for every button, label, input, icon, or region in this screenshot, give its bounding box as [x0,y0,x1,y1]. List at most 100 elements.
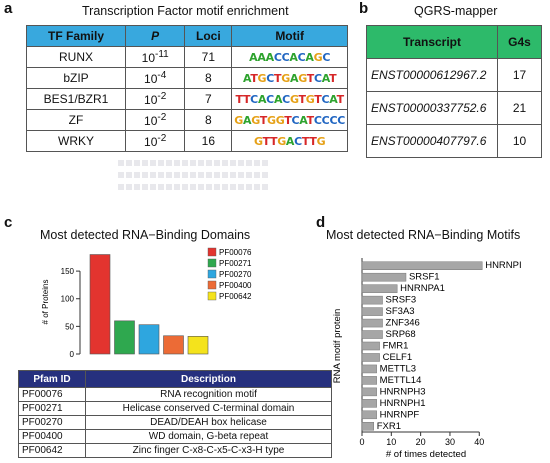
legend-swatch [207,291,217,301]
motif-letter: A [289,51,298,64]
legend-label: PF00271 [219,259,252,268]
motif-letter: G [316,135,326,148]
bar-label: SRSF3 [386,295,417,306]
pfam-description: Zinc finger C-x8-C-x5-C-x3-H type [85,443,332,458]
x-tick-label: 10 [386,437,396,447]
y-axis-label: # of Proteins [41,280,50,325]
motif-letter: G [267,114,276,127]
bar-pf00642 [187,336,209,355]
tf-family: bZIP [25,67,127,89]
legend-swatch [207,258,217,268]
motif-letter: A [273,93,283,106]
motif-letter: G [253,135,263,148]
table-row: ENST00000407797.6 10 [366,124,542,158]
motif-letter: C [294,135,302,148]
loci-count: 7 [184,88,233,110]
tf-family: ZF [25,109,127,131]
motif-letter: C [266,72,275,85]
motif-letter: T [336,93,345,106]
table-row: RUNX 10-11 71 AAACCACAGC [25,46,348,68]
pfam-table: Pfam ID Description PF00076 RNA recogniti… [18,370,332,458]
motif-letter: G [313,51,323,64]
motif-letter: A [257,51,266,64]
motif-logo: GAGTGGTCATCCCC [231,109,348,131]
x-tick-label: 30 [445,437,455,447]
g4-count: 10 [497,124,542,158]
motif-letter: A [242,72,251,85]
header-motif: Motif [231,25,348,47]
x-tick-label: 0 [359,437,364,447]
bar-hnrnpf [361,410,377,420]
g4-count: 17 [497,58,542,92]
loci-count: 8 [184,109,233,131]
bar-srsf1 [361,272,407,282]
bar-label: SF3A3 [386,306,415,317]
motif-letter: G [251,114,260,127]
y-tick-label: 50 [65,322,74,331]
motif-letter: C [250,93,258,106]
motif-letter: G [257,72,267,85]
p-value: 10-2 [125,109,186,131]
bar-sf3a3 [361,307,383,316]
panel-b-title: QGRS-mapper [414,4,498,18]
bar-hnrnph3 [361,387,377,397]
pfam-header-row: Pfam ID Description [18,370,332,388]
table-row: PF00400 WD domain, G-beta repeat [18,429,332,444]
p-value: 10-11 [125,46,186,68]
legend-swatch [207,269,217,279]
faint-artifact [118,172,268,178]
table-row: BES1/BZR1 10-2 7 TTCACACGTGTCAT [25,88,348,110]
motif-letter: T [314,93,322,106]
motif-letter: G [275,114,285,127]
p-value: 10-2 [125,88,186,110]
bar-mettl14 [361,376,377,385]
legend-label: PF00642 [219,292,252,301]
motif-letter: A [305,51,314,64]
panel-c-letter: c [4,214,13,231]
motif-letter: C [313,72,322,85]
motif-logo: AAACCACAGC [231,46,348,68]
motif-letter: C [313,114,322,127]
motif-logo: GTTGACTTG [231,130,348,152]
p-value: 10-4 [125,67,186,89]
header-p: P [125,25,186,47]
pfam-id: PF00270 [18,415,86,430]
motif-letter: G [234,114,244,127]
pfam-id: PF00076 [18,387,86,402]
p-value: 10-2 [125,130,186,152]
motif-letter: C [282,93,290,106]
panel-d-letter: d [316,214,326,231]
motif-letter: T [235,93,243,106]
pfam-description: RNA recognition motif [85,387,332,402]
bar-fxr1 [361,422,374,431]
table-row: PF00271 Helicase conserved C-terminal dom… [18,401,332,416]
motif-letter: C [281,51,290,64]
motif-letter: G [289,93,299,106]
pfam-description: DEAD/DEAH box helicase [85,415,332,430]
g4-count: 21 [497,91,542,125]
legend-label: PF00400 [219,281,252,290]
bar-srp68 [361,330,383,339]
motif-letter: T [284,114,292,127]
bar-label: SRSF1 [409,272,440,283]
table-row: bZIP 10-4 8 ATGCTGAGTCAT [25,67,348,89]
table-row: WRKY 10-2 16 GTTGACTTG [25,130,348,152]
bar-label: HNRNPF [380,409,420,420]
legend-swatch [207,247,217,257]
table-row: ZF 10-2 8 GAGTGGTCATCCCC [25,109,348,131]
motif-letter: C [321,93,330,106]
bar-fmr1 [361,341,380,351]
motif-letter: T [298,93,306,106]
legend-label: PF00270 [219,270,252,279]
motif-letter: T [301,135,310,148]
bar-pf00076 [89,254,111,355]
motif-letter: G [281,72,290,85]
motif-letter: T [259,114,268,127]
bar-hnrnpa1 [361,284,398,293]
bar-label: METTL3 [380,363,416,374]
panel-c-title: Most detected RNA−Binding Domains [40,228,251,242]
motif-letter: A [243,114,252,127]
motif-letter: A [321,72,330,85]
pfam-description: Helicase conserved C-terminal domain [85,401,332,416]
x-axis-label: # of times detected [386,449,466,460]
